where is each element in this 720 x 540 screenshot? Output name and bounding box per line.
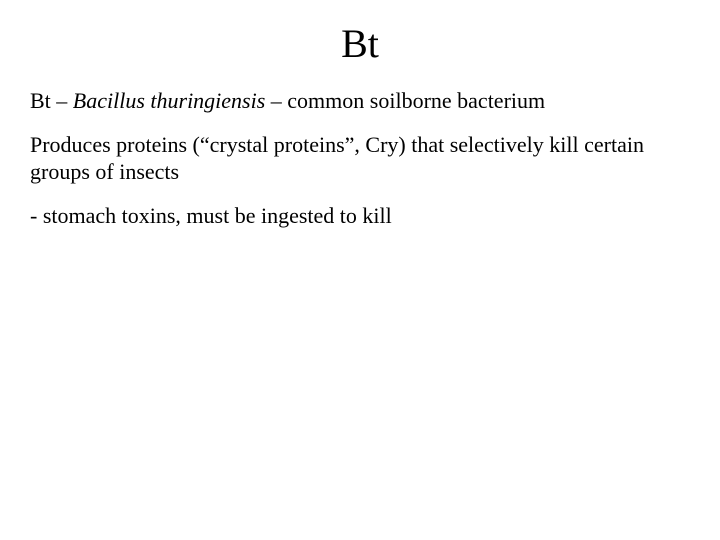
definition-prefix: Bt – [30, 88, 73, 113]
toxins-line: - stomach toxins, must be ingested to ki… [30, 202, 690, 230]
species-name: Bacillus thuringiensis [73, 88, 266, 113]
slide: Bt Bt – Bacillus thuringiensis – common … [0, 0, 720, 540]
slide-title: Bt [30, 20, 690, 67]
definition-line: Bt – Bacillus thuringiensis – common soi… [30, 87, 690, 115]
definition-suffix: – common soilborne bacterium [265, 88, 545, 113]
proteins-line: Produces proteins (“crystal proteins”, C… [30, 131, 690, 186]
